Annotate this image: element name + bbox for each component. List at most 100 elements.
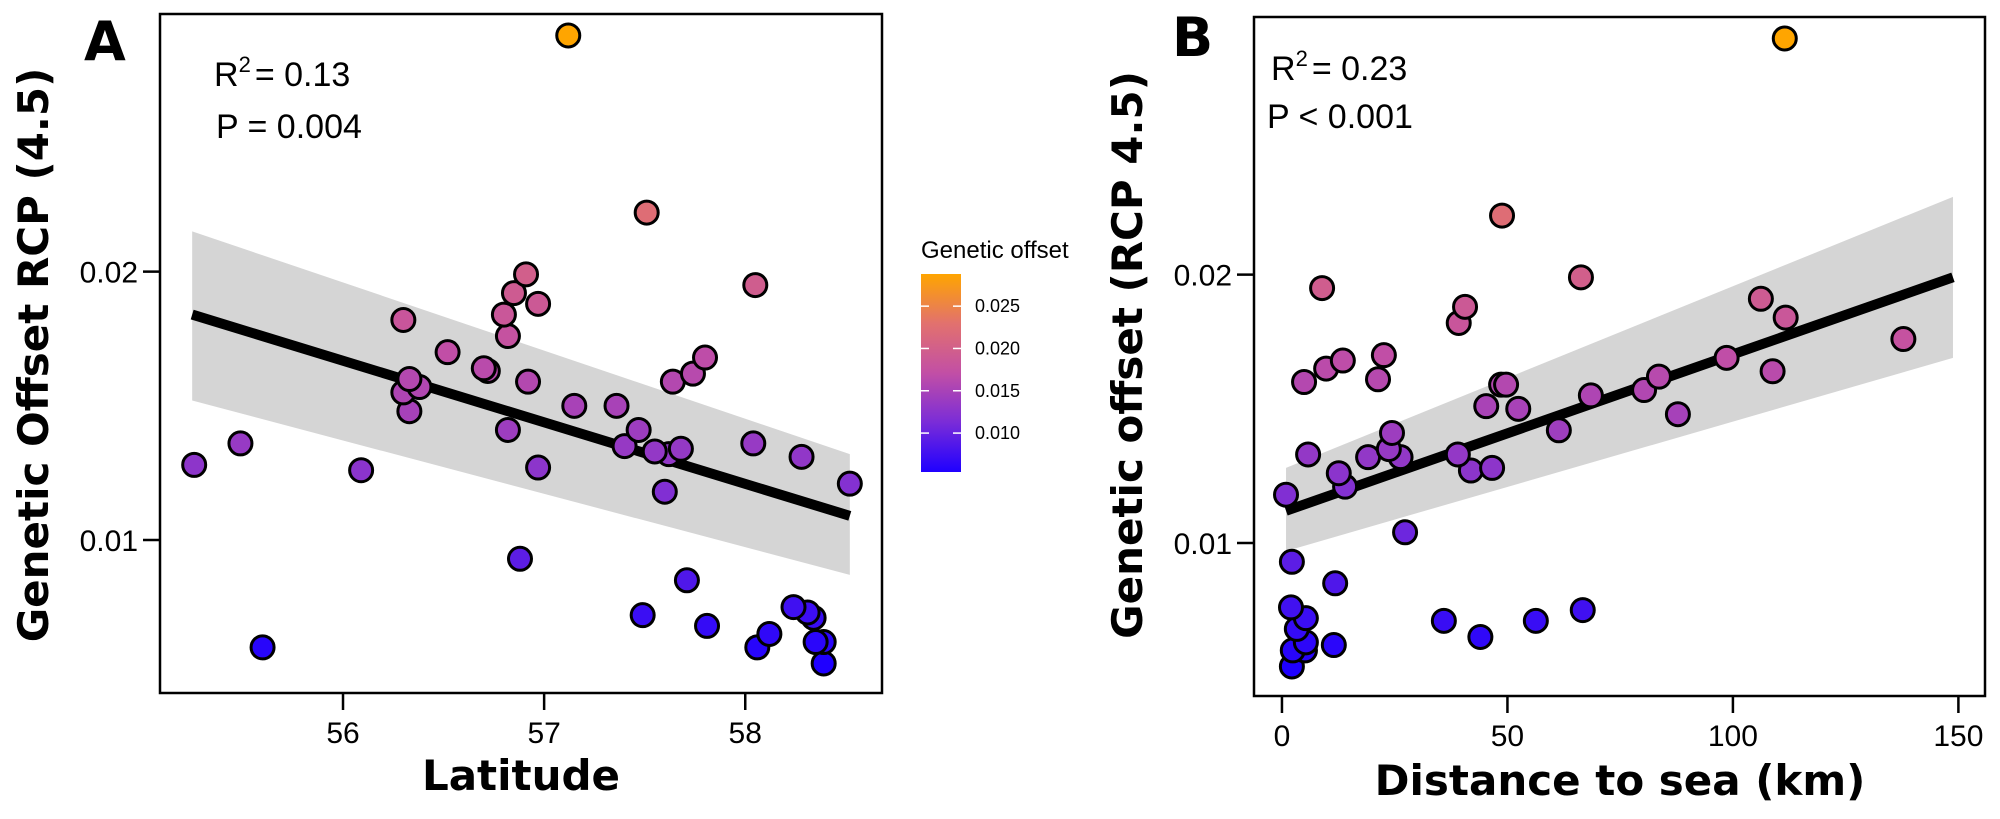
panel-a-data-point	[348, 457, 375, 484]
panel-a-y-tick-label: 0.02	[80, 257, 138, 290]
panel-b-x-tick-label: 50	[1491, 720, 1524, 753]
panel-b-data-point	[1273, 481, 1300, 508]
panel-a-regression-line	[190, 309, 852, 521]
panel-a-data-point	[629, 602, 656, 629]
panel-a-data-point	[181, 451, 208, 478]
panel-a-data-point	[611, 433, 638, 460]
panel-b-data-point	[1320, 632, 1347, 659]
panel-b-data-point	[1467, 623, 1494, 650]
panel-a-plot-frame	[158, 12, 884, 695]
panel-b-x-tick-label: 150	[1933, 720, 1983, 753]
panel-a-data-point	[667, 435, 694, 462]
panel-a-data-point	[603, 392, 630, 419]
legend-tick-label: 0.010	[975, 423, 1020, 443]
panel-b-data-point	[1392, 519, 1419, 546]
panel-b-data-point	[1325, 460, 1352, 487]
panel-b-data-point	[1278, 548, 1305, 575]
panel-a-data-point	[515, 368, 542, 395]
legend-tick-label: 0.025	[975, 296, 1020, 316]
panel-b-data-point	[1430, 607, 1457, 634]
panel-b-data-point	[1329, 347, 1356, 374]
panel-b-data-point	[1772, 304, 1799, 331]
panel-a-data-point	[836, 470, 863, 497]
panel-a-data-point	[692, 344, 719, 371]
panel-a-data-point	[756, 620, 783, 647]
panel-a-data-point	[740, 430, 767, 457]
panel-a-y-axis-title: Genetic Offset RCP (4.5)	[9, 68, 58, 643]
panel-a-data-point	[434, 339, 461, 366]
panel-a-data-point	[694, 612, 721, 639]
panel-b-data-point	[1522, 607, 1549, 634]
panel-b-data-point	[1567, 264, 1594, 291]
panel-b-data-point	[1489, 202, 1516, 229]
panel-b-x-tick-label: 100	[1708, 720, 1758, 753]
panel-b-data-point	[1577, 382, 1604, 409]
panel-a-data-point	[561, 392, 588, 419]
color-legend: Genetic offset 0.025 0.020 0.015 0.010	[921, 237, 1069, 472]
legend-colorbar	[921, 274, 961, 472]
panel-b-data-point	[1452, 293, 1479, 320]
panel-b-data-point	[1277, 594, 1304, 621]
legend-tick-label: 0.020	[975, 338, 1020, 358]
legend-title: Genetic offset	[921, 237, 1069, 264]
panel-a-data-point	[810, 650, 837, 677]
panel-a-data-point	[641, 438, 668, 465]
panel-b-y-tick-label: 0.02	[1174, 260, 1232, 293]
panel-b-y-tick-label: 0.01	[1174, 528, 1232, 561]
panel-a-data-point	[673, 567, 700, 594]
panel-b-data-point	[1295, 441, 1322, 468]
panel-a-data-point	[780, 594, 807, 621]
panel-b-points	[1273, 25, 1917, 680]
panel-a-y-tick-label: 0.01	[80, 525, 138, 558]
panel-b-data-point	[1645, 363, 1672, 390]
panel-b-data-point	[1444, 441, 1471, 468]
panel-a-data-point	[490, 301, 517, 328]
panel-a-x-tick-label: 57	[527, 717, 560, 750]
panel-a-letter: A	[84, 10, 126, 73]
panel-a-r2-label: R2 = 0.13	[214, 52, 350, 94]
panel-a-data-point	[625, 416, 652, 443]
panel-b-y-axis-title: Genetic offset (RCP 4.5)	[1103, 71, 1152, 639]
panel-a-data-point	[494, 323, 521, 350]
panel-b-r2-label: R2 = 0.23	[1271, 46, 1407, 88]
panel-a-data-point	[470, 355, 497, 382]
panel-b-data-point	[1771, 25, 1798, 52]
panel-a: A 56 57 58 0.01 0.02 R2 = 0.13 P = 0.004 Lati…	[9, 10, 884, 800]
panel-b-data-point	[1479, 454, 1506, 481]
panel-a-data-point	[227, 430, 254, 457]
panel-b-data-point	[1291, 368, 1318, 395]
panel-a-confidence-band	[192, 231, 850, 575]
panel-b-data-point	[1309, 275, 1336, 302]
panel-a-data-point	[525, 290, 552, 317]
panel-a-data-point	[525, 454, 552, 481]
panel-b-plot-frame	[1252, 15, 1987, 698]
panel-b-data-point	[1890, 326, 1917, 353]
panel-b-x-tick-label: 0	[1274, 720, 1291, 753]
panel-a-p-label: P = 0.004	[216, 108, 362, 146]
panel-a-x-tick-label: 58	[729, 717, 762, 750]
panel-b-data-point	[1370, 342, 1397, 369]
panel-a-data-point	[802, 629, 829, 656]
panel-a-data-point	[506, 545, 533, 572]
panel-b-data-point	[1493, 371, 1520, 398]
panel-b-data-point	[1747, 285, 1774, 312]
legend-tick-label: 0.015	[975, 381, 1020, 401]
panel-b-regression-line	[1284, 272, 1955, 516]
panel-a-points	[181, 22, 863, 677]
panel-a-data-point	[633, 199, 660, 226]
panel-a-data-point	[742, 272, 769, 299]
panel-b-letter: B	[1172, 6, 1213, 69]
panel-a-x-axis-title: Latitude	[422, 751, 620, 800]
panel-b-data-point	[1569, 597, 1596, 624]
panel-b-data-point	[1505, 395, 1532, 422]
panel-a-data-point	[555, 22, 582, 49]
panel-b: B 0 50 100 150 0.01 0.02 R2 = 0.23 P < 0.001 D…	[1103, 6, 1987, 805]
panel-a-data-point	[390, 306, 417, 333]
panel-b-data-point	[1664, 401, 1691, 428]
panel-b-data-point	[1378, 419, 1405, 446]
panel-b-data-point	[1473, 393, 1500, 420]
panel-b-data-point	[1322, 570, 1349, 597]
panel-a-data-point	[494, 416, 521, 443]
panel-b-data-point	[1759, 358, 1786, 385]
